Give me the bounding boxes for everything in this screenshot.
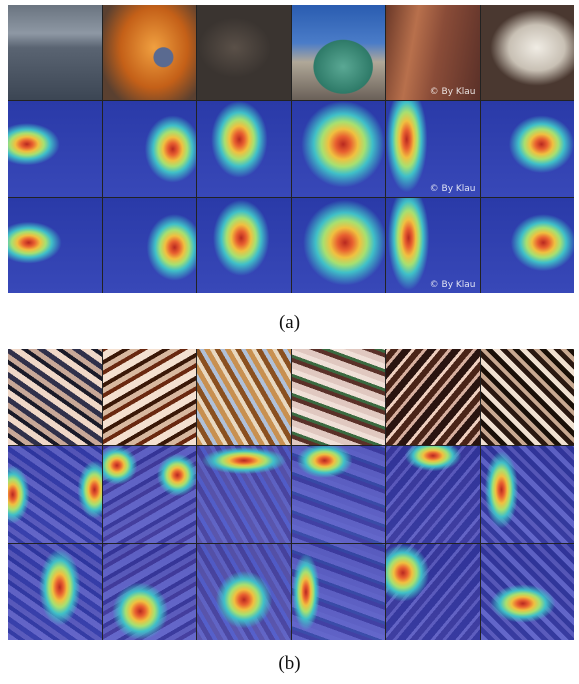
panel-b-caption: (b) <box>278 653 301 674</box>
panel-b-image-r1-c4 <box>291 349 385 446</box>
panel-b-image-r2-c4 <box>291 446 385 543</box>
panel-b-image-r1-c1 <box>8 349 102 446</box>
panel-a-image-r1-c2 <box>102 5 196 101</box>
panel-a-image-r1-c6 <box>480 5 574 101</box>
panel-b-image-r3-c4 <box>291 543 385 640</box>
panel-a-image-r2-c6 <box>480 101 574 197</box>
panel-a-image-r1-c5: © By Klau <box>386 5 480 101</box>
panel-a-image-r3-c3 <box>197 197 291 293</box>
panel-b-image-r3-c5 <box>386 543 480 640</box>
panel-a-caption: (a) <box>278 312 301 333</box>
panel-b-image-r2-c3 <box>197 446 291 543</box>
panel-a-image-r2-c2 <box>102 101 196 197</box>
panel-a-image-r1-c1 <box>8 5 102 101</box>
panel-b-image-r3-c2 <box>102 543 196 640</box>
panel-b-image-r1-c6 <box>480 349 574 446</box>
panel-a-image-r2-c4 <box>291 101 385 197</box>
panel-a-image-r2-c3 <box>197 101 291 197</box>
panel-b-image-r2-c6 <box>480 446 574 543</box>
panel-a-image-r3-c2 <box>102 197 196 293</box>
watermark: © By Klau <box>429 87 476 98</box>
panel-a-image-r3-c4 <box>291 197 385 293</box>
panel-a-image-r3-c5: © By Klau <box>386 197 480 293</box>
panel-b-image-r3-c3 <box>197 543 291 640</box>
watermark: © By Klau <box>429 280 476 290</box>
panel-a-grid: © By Klau © By Klau © By Klau <box>8 5 574 293</box>
panel-b-image-r2-c2 <box>102 446 196 543</box>
panel-b-grid <box>8 349 574 640</box>
panel-b-image-r3-c6 <box>480 543 574 640</box>
panel-a-image-r1-c3 <box>197 5 291 101</box>
panel-a-image-r3-c6 <box>480 197 574 293</box>
panel-a-image-r1-c4 <box>291 5 385 101</box>
panel-b-image-r1-c2 <box>102 349 196 446</box>
panel-a-image-r2-c1 <box>8 101 102 197</box>
panel-b-image-r2-c1 <box>8 446 102 543</box>
panel-b-image-r1-c3 <box>197 349 291 446</box>
panel-a-image-r2-c5: © By Klau <box>386 101 480 197</box>
panel-b-image-r1-c5 <box>386 349 480 446</box>
panel-a-image-r3-c1 <box>8 197 102 293</box>
panel-b-image-r2-c5 <box>386 446 480 543</box>
panel-b-image-r3-c1 <box>8 543 102 640</box>
watermark: © By Klau <box>429 183 476 194</box>
